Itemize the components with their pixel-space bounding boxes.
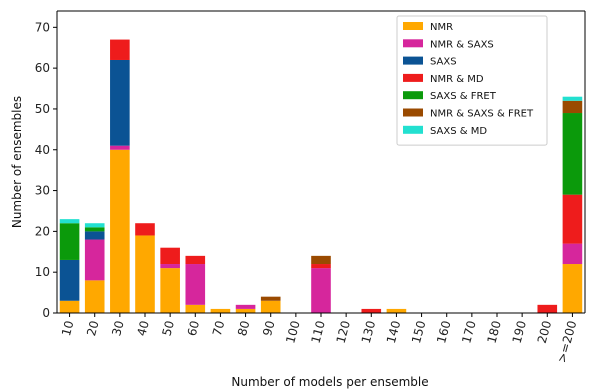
y-tick-label: 30 bbox=[35, 184, 50, 198]
bar-segment-10-series-6 bbox=[59, 219, 80, 224]
bar-segment-90-series-0 bbox=[260, 300, 281, 313]
y-tick-label: 10 bbox=[35, 265, 50, 279]
bar-segment-30-series-2 bbox=[110, 59, 130, 146]
y-tick-label: 60 bbox=[35, 61, 50, 75]
bar-segment-10-series-4 bbox=[59, 223, 80, 260]
bar-segment-20-series-4 bbox=[84, 227, 105, 232]
legend-swatch bbox=[403, 73, 423, 82]
legend-swatch bbox=[403, 39, 423, 48]
legend-label: SAXS bbox=[430, 57, 457, 68]
x-tick-label: 170 bbox=[459, 319, 478, 345]
bar-segment-30-series-0 bbox=[110, 149, 130, 313]
y-tick-label: 70 bbox=[35, 20, 50, 34]
x-tick-label: 10 bbox=[59, 319, 76, 337]
bar-segment-110-series-5 bbox=[311, 255, 331, 265]
x-tick-label: 70 bbox=[210, 319, 227, 337]
y-axis-label: Number of ensembles bbox=[10, 96, 24, 228]
x-tick-label: 40 bbox=[134, 319, 151, 337]
legend-label: NMR & MD bbox=[430, 74, 484, 85]
bar-segment-gege200-series-4 bbox=[562, 113, 583, 195]
x-tick-label: 90 bbox=[260, 319, 277, 337]
y-tick-label: 0 bbox=[42, 306, 50, 320]
legend-label: NMR bbox=[430, 22, 453, 33]
x-tick-label: 190 bbox=[510, 319, 529, 345]
legend-swatch bbox=[403, 22, 423, 30]
x-tick-label: 140 bbox=[384, 319, 403, 345]
x-tick-label: 180 bbox=[484, 319, 503, 345]
bar-segment-80-series-1 bbox=[235, 304, 256, 309]
bar-segment-110-series-3 bbox=[311, 264, 331, 269]
bar-segment-80-series-0 bbox=[235, 308, 256, 313]
bar-segment-20-series-2 bbox=[84, 231, 105, 240]
legend-swatch bbox=[403, 108, 423, 117]
x-tick-label: 100 bbox=[283, 319, 302, 345]
bar-segment-20-series-6 bbox=[84, 223, 105, 228]
bar-segment-gege200-series-1 bbox=[562, 243, 583, 265]
y-tick-label: 20 bbox=[35, 224, 50, 238]
x-tick-label: 160 bbox=[434, 319, 453, 345]
bar-segment-10-series-0 bbox=[59, 300, 80, 313]
bar-segment-20-series-1 bbox=[84, 239, 105, 281]
bar-segment-200-series-3 bbox=[537, 304, 558, 313]
bar-segment-10-series-2 bbox=[59, 259, 80, 301]
legend: NMR NMR & SAXS SAXS NMR & MD SAXS & FRET NMR … bbox=[396, 15, 548, 146]
legend-label: SAXS & FRET bbox=[430, 91, 497, 102]
bar-segment-50-series-1 bbox=[160, 264, 180, 269]
bar-segment-40-series-3 bbox=[135, 223, 155, 236]
x-tick-label: 30 bbox=[109, 319, 126, 337]
legend-label: NMR & SAXS bbox=[430, 39, 494, 50]
bar-segment-gege200-series-3 bbox=[562, 194, 583, 244]
bar-segment-60-series-0 bbox=[185, 304, 206, 313]
bar-segment-20-series-0 bbox=[84, 280, 105, 313]
bar-segment-gege200-series-0 bbox=[562, 264, 583, 313]
x-tick-label: 50 bbox=[160, 319, 177, 337]
bar-segment-130-series-3 bbox=[361, 308, 382, 313]
x-tick-label: 110 bbox=[308, 319, 327, 345]
bar-segment-50-series-0 bbox=[160, 268, 180, 313]
bar-segment-140-series-0 bbox=[386, 308, 407, 313]
bar-segment-60-series-3 bbox=[185, 255, 206, 265]
x-tick-label: 150 bbox=[409, 319, 428, 345]
x-axis-label: Number of models per ensemble bbox=[231, 375, 428, 389]
bar-segment-40-series-0 bbox=[135, 235, 155, 313]
x-tick-label: 20 bbox=[84, 319, 101, 337]
legend-box bbox=[396, 15, 548, 146]
bar-segment-60-series-1 bbox=[185, 264, 206, 305]
bar-segment-70-series-0 bbox=[210, 308, 231, 313]
x-tick-label: 200 bbox=[535, 319, 554, 345]
y-tick-label: 40 bbox=[35, 143, 50, 157]
bar-segment-gege200-series-6 bbox=[562, 96, 583, 101]
bar-segment-110-series-1 bbox=[311, 268, 331, 313]
bar-segment-90-series-5 bbox=[260, 296, 281, 301]
legend-label: SAXS & MD bbox=[430, 126, 487, 137]
legend-swatch bbox=[403, 56, 423, 65]
legend-label: NMR & SAXS & FRET bbox=[430, 109, 534, 120]
legend-swatch bbox=[403, 125, 423, 134]
bars-layer bbox=[59, 39, 583, 313]
y-tick-label: 50 bbox=[35, 102, 50, 116]
bar-segment-50-series-3 bbox=[160, 247, 180, 265]
bar-segment-gege200-series-5 bbox=[562, 100, 583, 114]
x-tick-label: 120 bbox=[334, 319, 353, 345]
legend-swatch bbox=[403, 91, 423, 100]
bar-segment-30-series-1 bbox=[110, 145, 130, 150]
x-tick-label: 60 bbox=[185, 319, 202, 337]
x-tick-label: 130 bbox=[359, 319, 378, 345]
bar-segment-30-series-3 bbox=[110, 39, 130, 60]
x-tick-label: 80 bbox=[235, 319, 252, 337]
